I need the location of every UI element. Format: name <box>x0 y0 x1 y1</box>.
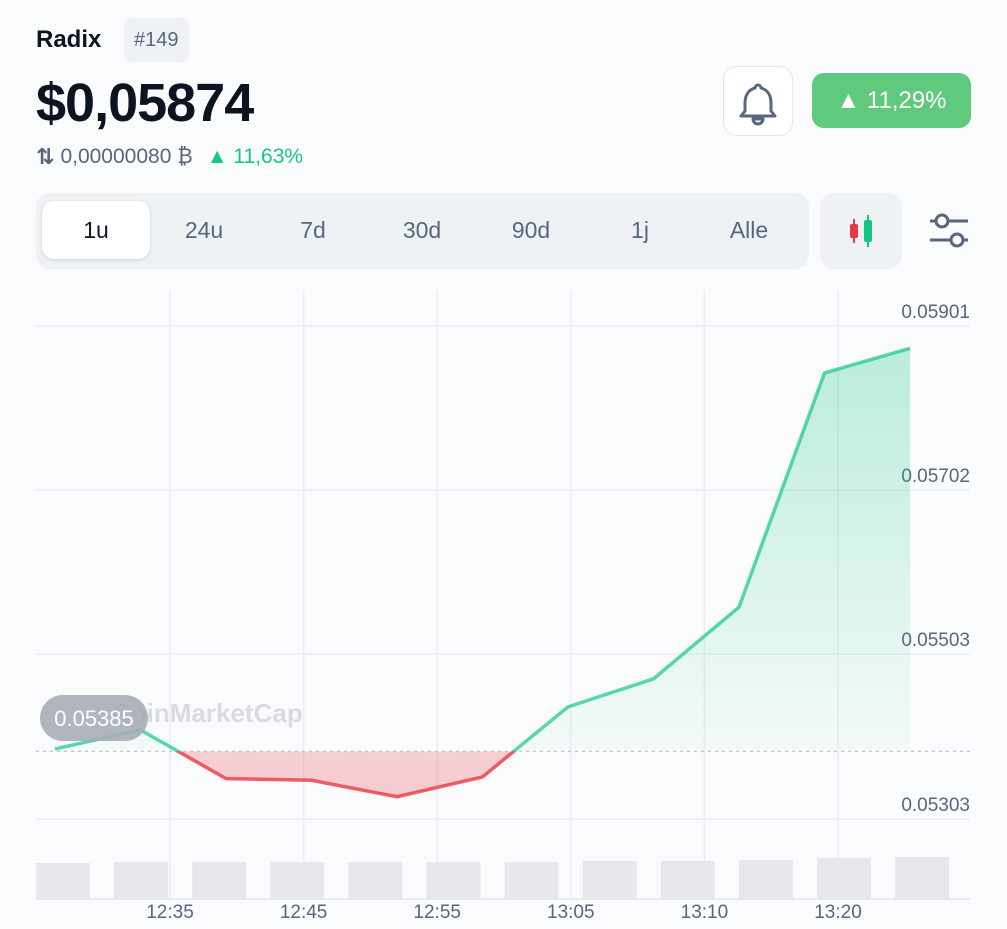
baseline-label: 0.05385 <box>54 706 134 731</box>
tab[interactable]: 1j <box>631 217 649 243</box>
tab[interactable]: Alle <box>729 217 769 243</box>
volume-bar <box>582 861 637 899</box>
area-up <box>55 348 910 752</box>
swap-icon: ⇅ <box>36 144 55 169</box>
volume-bar <box>114 862 169 899</box>
btc-change-value: 11,63% <box>233 145 304 168</box>
coin-name: Radix <box>36 26 102 53</box>
volume-bar <box>895 857 950 899</box>
bell-icon <box>739 83 777 126</box>
y-tick-label: 0.05503 <box>901 630 970 651</box>
settings-button[interactable] <box>926 210 972 252</box>
price-line-up <box>54 346 911 752</box>
x-tick-label: 12:45 <box>280 902 328 923</box>
y-tick-label: 0.05303 <box>901 795 970 816</box>
volume-bar <box>426 862 481 899</box>
tab-bar <box>36 193 809 269</box>
alert-button[interactable] <box>723 66 793 136</box>
x-tick-label: 13:20 <box>814 902 862 923</box>
y-tick-label: 0.05901 <box>901 302 970 323</box>
price: $0,05874 <box>36 73 254 133</box>
volume-bar <box>36 863 90 899</box>
price-line-down <box>174 751 517 799</box>
candle-icon <box>850 215 872 247</box>
sliders-icon <box>930 213 968 248</box>
volume-bar <box>192 862 247 899</box>
volume-bar <box>348 862 403 899</box>
rank-badge: #149 <box>124 18 189 62</box>
candle-button[interactable] <box>820 193 902 269</box>
x-tick-label: 12:35 <box>146 902 194 923</box>
btc-price: 0,00000080 ₿ <box>60 145 193 168</box>
area-down <box>178 751 514 797</box>
volume-bar <box>504 862 559 899</box>
tab[interactable]: 24u <box>184 217 224 243</box>
tab[interactable]: 90d <box>511 217 551 243</box>
y-tick-label: 0.05702 <box>901 466 970 487</box>
btc-change: ▲ 11,63% <box>206 145 304 168</box>
change-value: 11,29% <box>866 87 947 114</box>
baseline-pill <box>40 695 148 741</box>
btc-row: ⇅ 0,00000080 ₿ ▲ 11,63% <box>36 144 303 170</box>
x-tick-label: 13:05 <box>547 902 595 923</box>
volume-bar <box>738 860 793 899</box>
volume-bar <box>660 861 715 899</box>
volume-bar <box>270 862 325 899</box>
volume-bar <box>817 858 871 899</box>
tab[interactable]: 1u <box>42 201 150 259</box>
tab[interactable]: 7d <box>300 217 326 243</box>
x-tick-label: 12:55 <box>413 902 461 923</box>
x-tick-label: 13:10 <box>681 902 729 923</box>
change-badge: ▲ 11,29% <box>812 73 971 128</box>
tab[interactable]: 30d <box>402 217 442 243</box>
